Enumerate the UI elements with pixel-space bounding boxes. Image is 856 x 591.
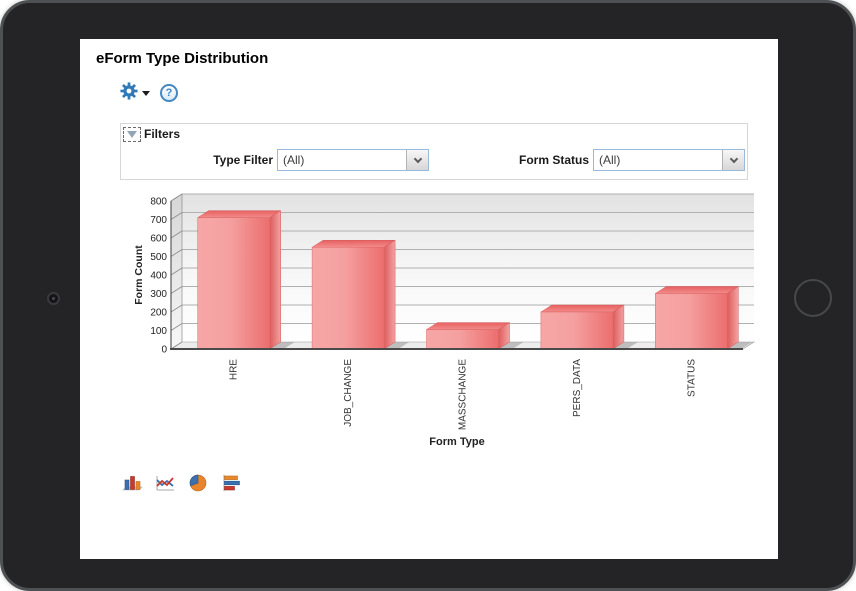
- horizontal-bar-chart-icon[interactable]: [219, 472, 243, 494]
- filters-header: Filters: [121, 124, 747, 144]
- type-filter-value: (All): [283, 153, 305, 167]
- svg-text:100: 100: [150, 326, 167, 337]
- question-mark-icon: ?: [165, 87, 173, 99]
- chevron-down-icon: [729, 154, 738, 163]
- gear-icon: [120, 81, 138, 105]
- filters-collapse-button[interactable]: [123, 126, 141, 142]
- svg-text:800: 800: [150, 197, 167, 208]
- camera-icon: [47, 292, 60, 305]
- svg-text:HRE: HRE: [229, 359, 240, 380]
- home-button[interactable]: [794, 279, 832, 317]
- type-filter-label: Type Filter: [213, 153, 273, 167]
- svg-text:Form Count: Form Count: [133, 245, 145, 305]
- svg-text:STATUS: STATUS: [686, 359, 697, 397]
- gear-menu-button[interactable]: [120, 81, 150, 105]
- dropdown-button[interactable]: [722, 150, 744, 170]
- form-status-value: (All): [599, 153, 621, 167]
- filters-title: Filters: [144, 127, 181, 141]
- chart-type-switcher: [120, 472, 243, 494]
- svg-text:PERS_DATA: PERS_DATA: [572, 359, 583, 417]
- svg-text:600: 600: [150, 234, 167, 245]
- chevron-down-icon: [142, 90, 150, 96]
- dropdown-button[interactable]: [406, 150, 428, 170]
- svg-text:500: 500: [150, 252, 167, 263]
- svg-text:700: 700: [150, 215, 167, 226]
- form-status-select[interactable]: (All): [593, 149, 745, 171]
- svg-text:400: 400: [150, 271, 167, 282]
- form-type-bar-chart: 0 100 200 300 400 500 600 700 800 HRE JOB_CHANGE MA…: [130, 191, 774, 463]
- svg-text:Form Type: Form Type: [429, 436, 484, 448]
- svg-text:MASSCHANGE: MASSCHANGE: [458, 359, 469, 430]
- chevron-down-icon: [127, 130, 137, 138]
- svg-text:0: 0: [161, 345, 167, 356]
- form-status-label: Form Status: [518, 153, 589, 167]
- filters-panel: Filters Type Filter (All) Form Status (A…: [120, 123, 748, 180]
- app-screen: eForm Type Distribution: [80, 39, 778, 559]
- pie-chart-icon[interactable]: [186, 472, 210, 494]
- line-chart-icon[interactable]: [153, 472, 177, 494]
- svg-text:300: 300: [150, 289, 167, 300]
- svg-text:JOB_CHANGE: JOB_CHANGE: [343, 359, 354, 427]
- help-button[interactable]: ?: [160, 84, 178, 102]
- svg-text:200: 200: [150, 308, 167, 319]
- toolbar: ?: [120, 81, 178, 105]
- page-title: eForm Type Distribution: [96, 50, 269, 67]
- type-filter-select[interactable]: (All): [277, 149, 429, 171]
- bar-chart-icon[interactable]: [120, 472, 144, 494]
- chevron-down-icon: [413, 154, 422, 163]
